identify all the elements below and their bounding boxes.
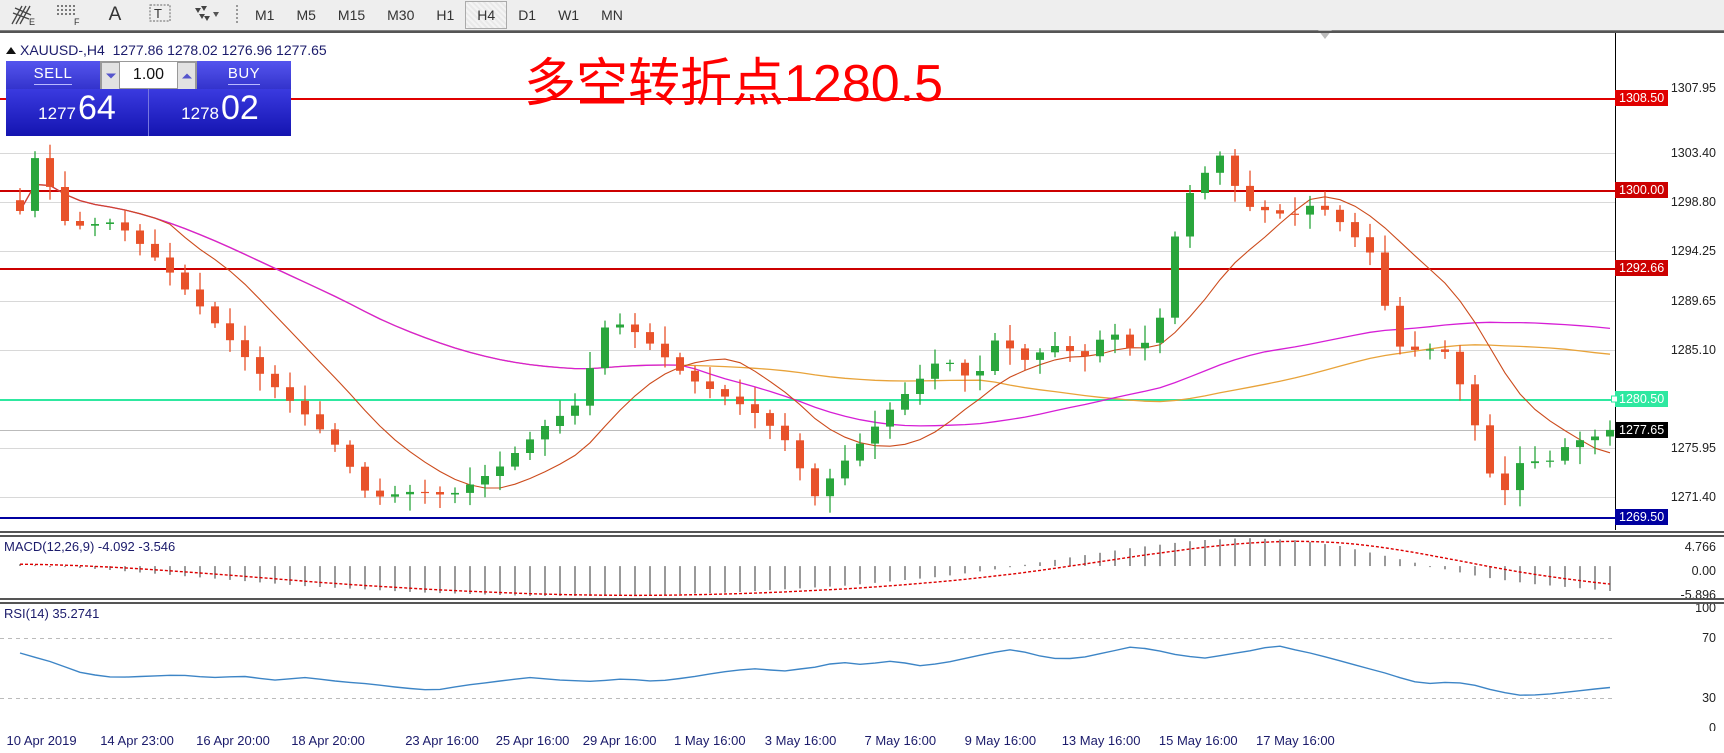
svg-text:E: E xyxy=(29,17,35,26)
svg-text:T: T xyxy=(154,6,162,21)
svg-text:F: F xyxy=(74,17,80,26)
